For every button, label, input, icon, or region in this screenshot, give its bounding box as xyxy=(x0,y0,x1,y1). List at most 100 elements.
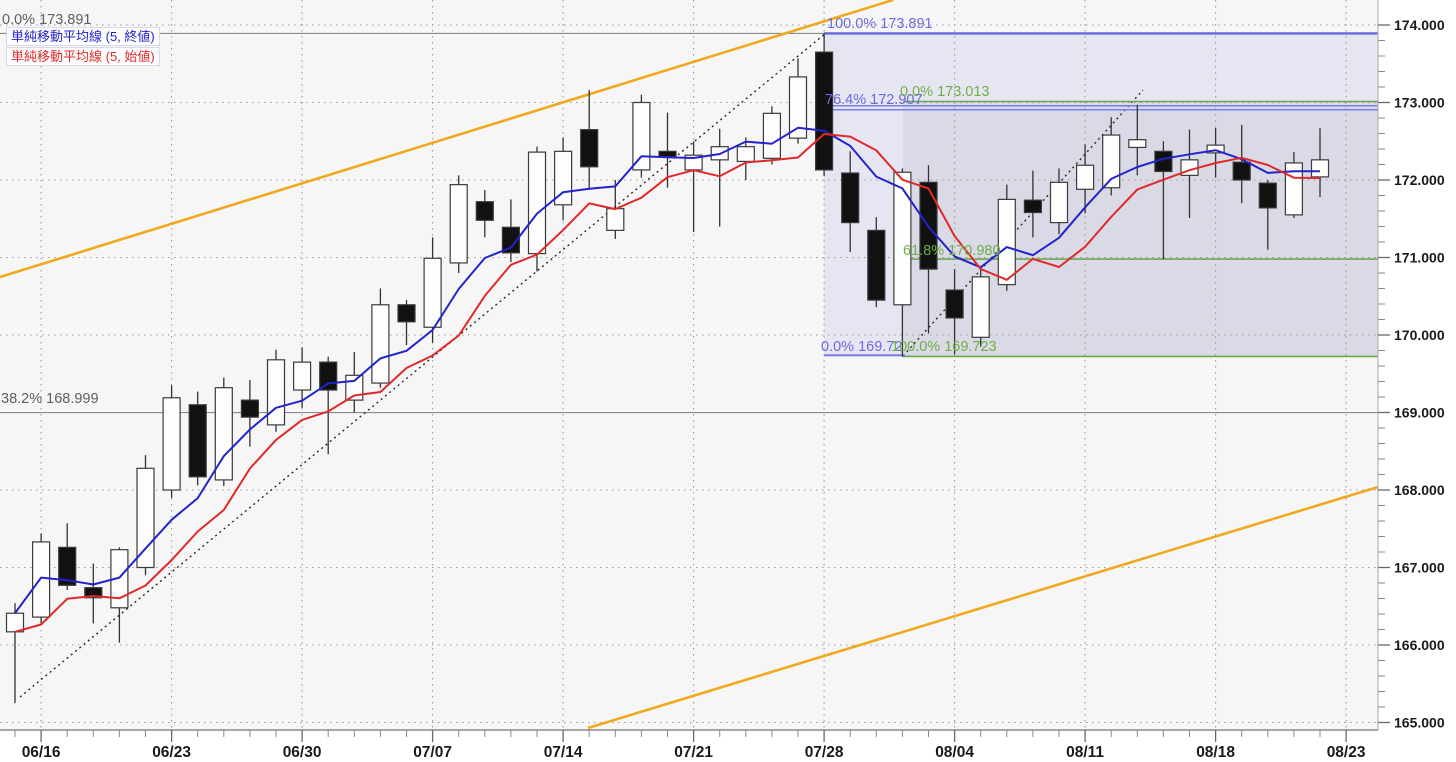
candle[interactable] xyxy=(110,547,129,643)
candle[interactable] xyxy=(971,266,990,347)
candle[interactable] xyxy=(1023,170,1043,238)
fib-label-green-0: 0.0% 173.013 xyxy=(900,84,990,100)
candle[interactable] xyxy=(893,168,912,357)
candle-body-up xyxy=(1128,139,1147,149)
sma-close-line[interactable] xyxy=(14,126,1320,614)
x-axis-strip[interactable] xyxy=(0,730,1456,762)
y-tick-label: 171.000 xyxy=(1394,250,1445,266)
dotted-trendline-up[interactable] xyxy=(19,32,827,698)
plot-background xyxy=(0,0,1378,730)
candle-body-up xyxy=(214,387,233,481)
candle[interactable] xyxy=(710,128,729,227)
candle-body-down xyxy=(814,51,834,171)
candle[interactable] xyxy=(84,563,103,624)
candle[interactable] xyxy=(214,377,233,487)
y-tick-label: 166.000 xyxy=(1394,637,1445,653)
sma-open-line[interactable] xyxy=(14,133,1321,633)
candle[interactable] xyxy=(240,379,259,447)
y-tick-label: 174.000 xyxy=(1394,17,1445,33)
candle[interactable] xyxy=(814,33,834,177)
ma-legend: 単純移動平均線 (5, 終値) 単純移動平均線 (5, 始値) xyxy=(6,27,160,67)
candle-body-up xyxy=(136,467,155,569)
fib-label-blue-0: 0.0% 169.72 xyxy=(821,339,902,355)
candle[interactable] xyxy=(580,90,599,191)
candle-body-down xyxy=(1023,199,1043,214)
fib-label-gray-382: 38.2% 168.999 xyxy=(1,391,99,407)
candle-body-up xyxy=(31,541,51,618)
candle[interactable] xyxy=(1075,144,1095,214)
candle-body-down xyxy=(1232,161,1251,181)
candle[interactable] xyxy=(867,217,886,308)
trend-channel-line-lower[interactable] xyxy=(587,485,1379,730)
candle[interactable] xyxy=(371,288,390,388)
candle[interactable] xyxy=(449,175,468,273)
y-tick-label: 169.000 xyxy=(1394,405,1445,421)
candle-body-up xyxy=(632,101,651,171)
x-tick-label: 06/23 xyxy=(152,744,191,761)
candle[interactable] xyxy=(736,137,755,180)
fib-label-green-100: 100.0% 169.723 xyxy=(891,339,997,355)
candle[interactable] xyxy=(423,237,442,343)
candle-body-up xyxy=(266,359,286,426)
candle[interactable] xyxy=(762,106,782,165)
candle-body-down xyxy=(240,399,259,418)
y-tick-label: 165.000 xyxy=(1394,715,1445,731)
trend-channel-line-upper[interactable] xyxy=(0,0,894,279)
candle[interactable] xyxy=(997,184,1016,291)
candle[interactable] xyxy=(1310,128,1330,198)
candle[interactable] xyxy=(475,190,494,238)
candles xyxy=(5,33,1330,704)
candle[interactable] xyxy=(266,349,286,432)
candle[interactable] xyxy=(1232,124,1251,204)
candle[interactable] xyxy=(58,523,77,590)
candle[interactable] xyxy=(788,58,808,144)
candle[interactable] xyxy=(945,269,964,355)
candle-body-down xyxy=(945,289,964,319)
candle-body-up xyxy=(5,612,25,633)
candle[interactable] xyxy=(162,385,181,498)
candle-body-up xyxy=(110,549,129,609)
legend-sma-close-label: 単純移動平均線 (5, 終値) xyxy=(11,29,155,44)
legend-sma-open: 単純移動平均線 (5, 始値) xyxy=(6,47,160,66)
candle[interactable] xyxy=(632,94,651,178)
candle-body-down xyxy=(397,304,416,323)
candle[interactable] xyxy=(501,199,520,263)
x-tick-label: 07/28 xyxy=(805,744,844,761)
candle-body-up xyxy=(527,151,547,255)
legend-sma-open-label: 単純移動平均線 (5, 始値) xyxy=(11,49,155,64)
x-tick-label: 06/30 xyxy=(283,744,322,761)
candle[interactable] xyxy=(1128,104,1147,176)
candle-body-up xyxy=(1206,144,1225,154)
candle[interactable] xyxy=(188,391,207,486)
candle-body-down xyxy=(188,404,207,478)
candle-body-up xyxy=(423,257,442,328)
fib-label-blue-100: 100.0% 173.891 xyxy=(827,16,933,32)
x-tick-label: 08/04 xyxy=(935,744,974,761)
candle[interactable] xyxy=(293,347,312,408)
candle-body-down xyxy=(501,226,520,254)
candle-body-down xyxy=(580,129,599,168)
x-tick-label: 07/07 xyxy=(413,744,452,761)
candle[interactable] xyxy=(1102,117,1121,196)
x-tick-label: 08/18 xyxy=(1196,744,1235,761)
candle-body-up xyxy=(736,146,755,163)
fib-label-green-618: 61.8% 170.980 xyxy=(903,243,1001,259)
candle-body-down xyxy=(319,361,338,391)
x-tick-label: 07/21 xyxy=(674,744,713,761)
candle[interactable] xyxy=(1258,180,1277,250)
candle[interactable] xyxy=(1049,168,1069,235)
candle-body-up xyxy=(893,171,912,306)
candle[interactable] xyxy=(397,300,416,346)
candle-body-down xyxy=(658,150,677,158)
candle[interactable] xyxy=(136,455,155,576)
y-axis-strip[interactable] xyxy=(1378,0,1456,762)
candle-body-up xyxy=(788,76,808,139)
legend-sma-close: 単純移動平均線 (5, 終値) xyxy=(6,27,160,46)
y-tick-label: 172.000 xyxy=(1394,172,1445,188)
candle[interactable] xyxy=(841,151,860,253)
dotted-trendline-recovery[interactable] xyxy=(902,89,1144,357)
candle[interactable] xyxy=(5,603,25,704)
candle[interactable] xyxy=(1206,128,1225,178)
fib-label-blue-764: 76.4% 172.907 xyxy=(825,92,923,108)
